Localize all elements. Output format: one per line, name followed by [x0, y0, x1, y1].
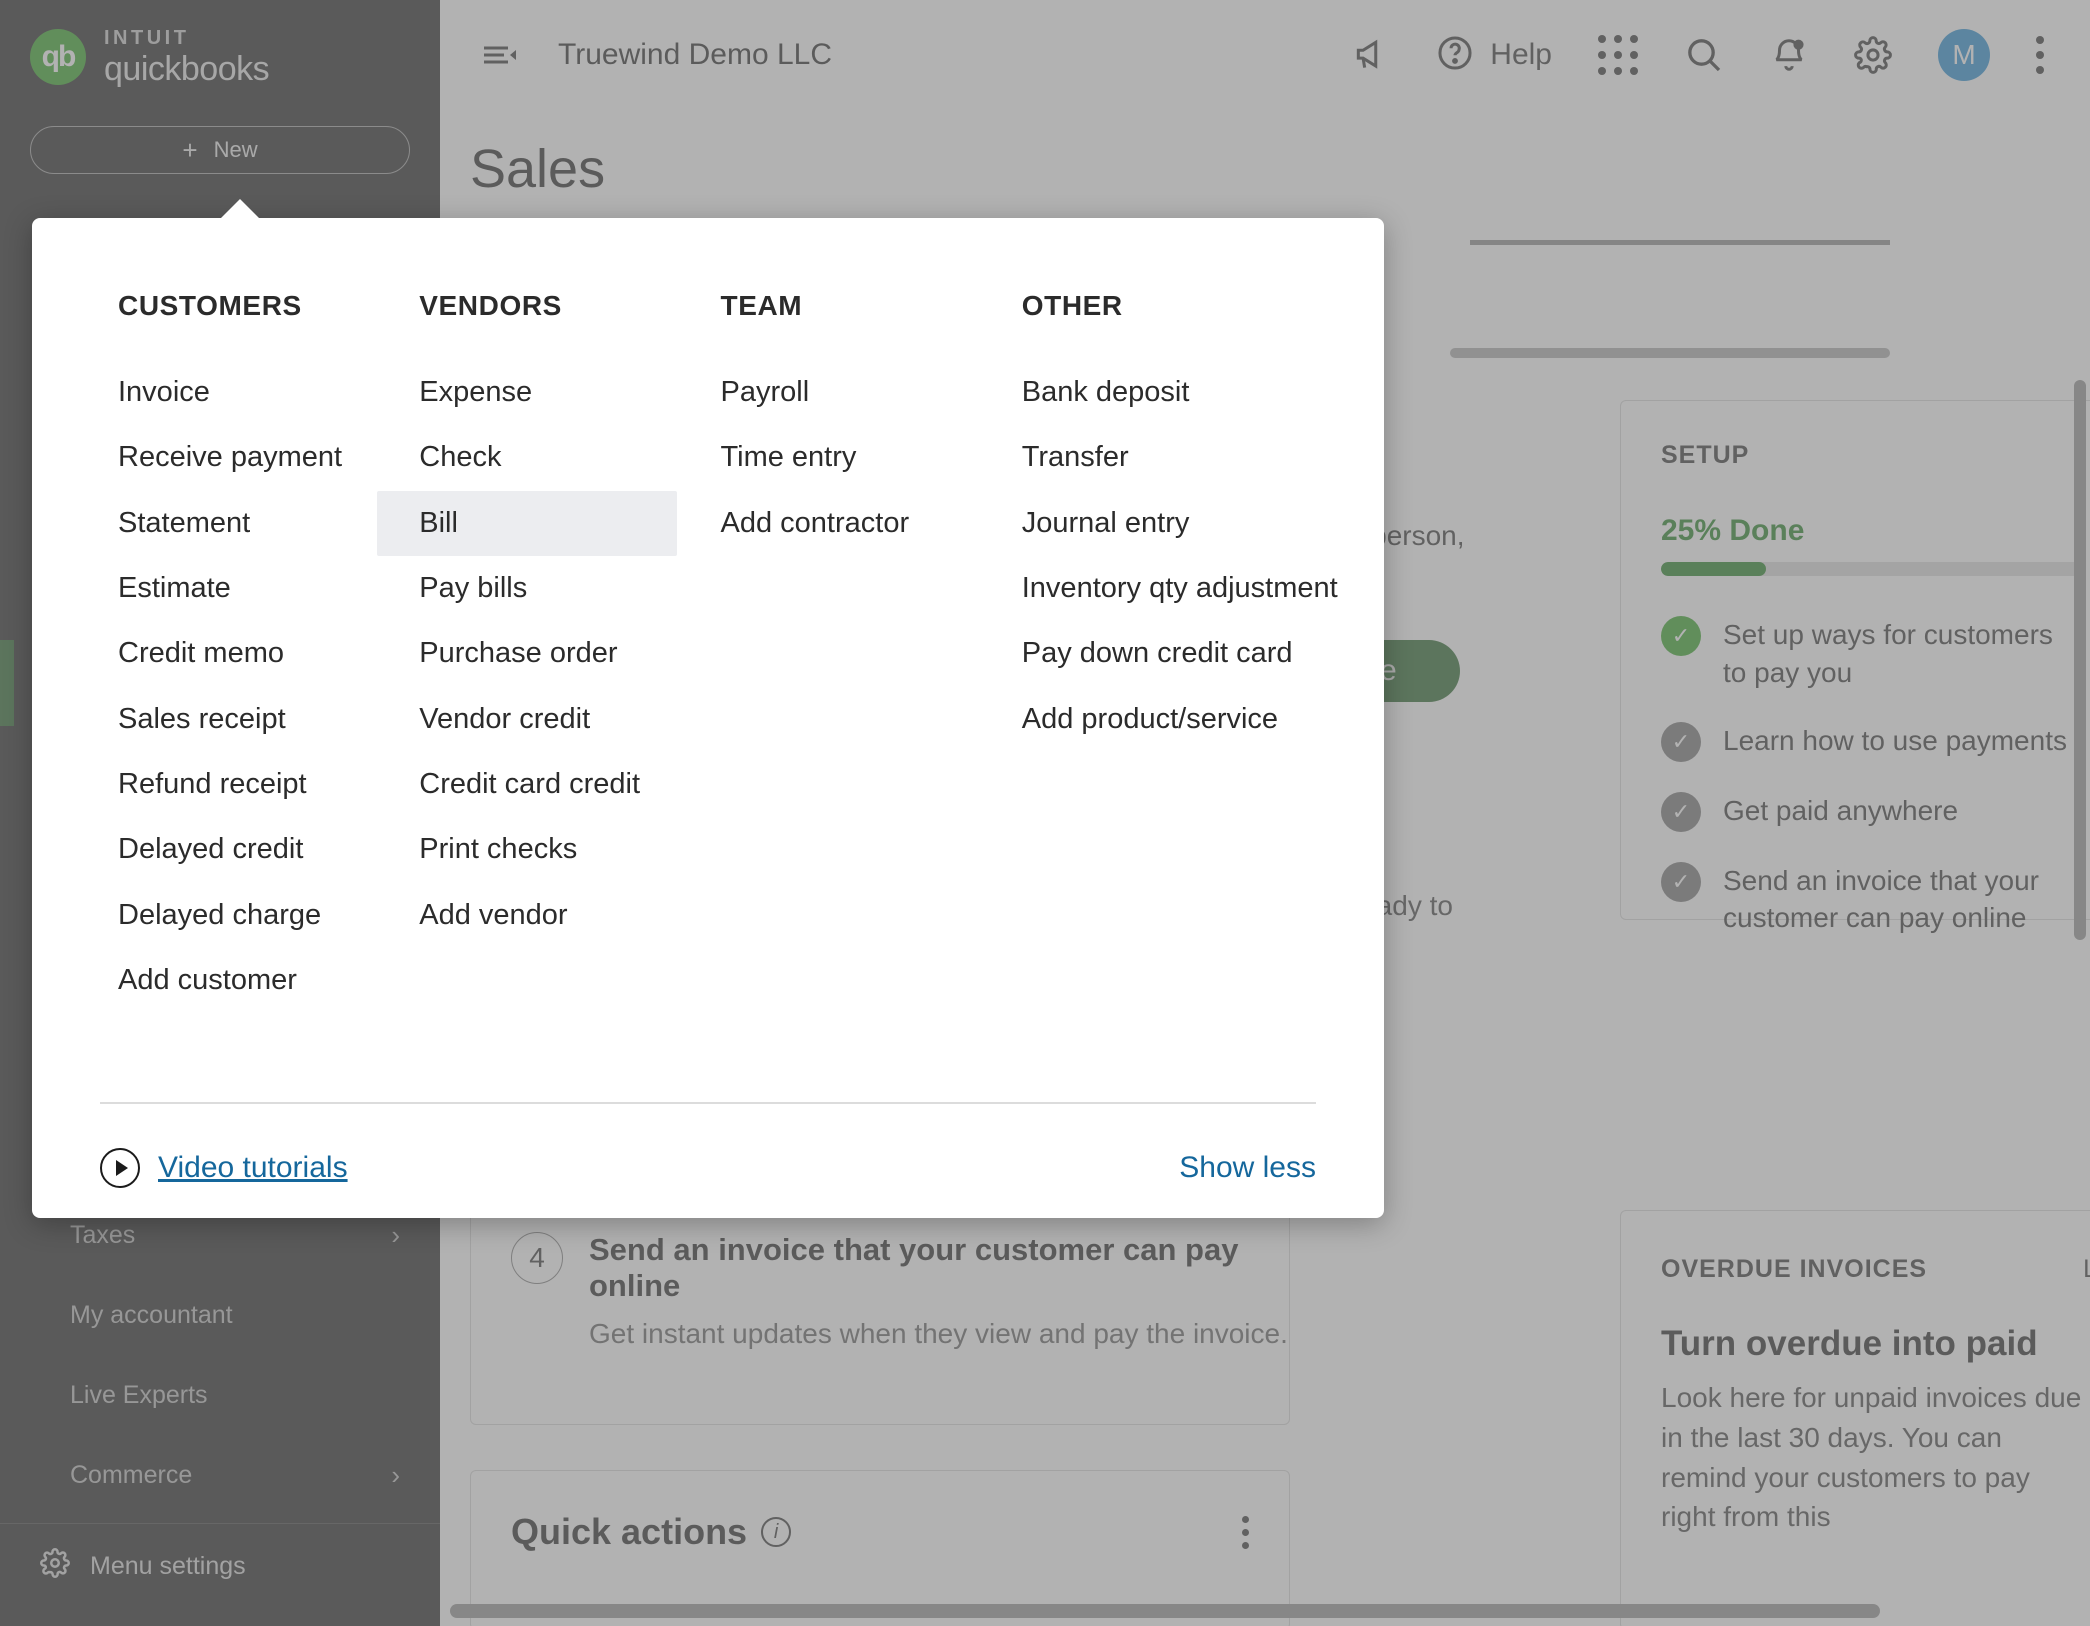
menu-item-vendor-credit[interactable]: Vendor credit — [419, 702, 591, 735]
menu-item-add-product-service[interactable]: Add product/service — [1021, 702, 1279, 735]
menu-item-pay-bills[interactable]: Pay bills — [419, 572, 528, 605]
show-less-button[interactable]: Show less — [1179, 1151, 1316, 1184]
menu-item-add-customer[interactable]: Add customer — [118, 964, 297, 997]
menu-item-statement[interactable]: Statement — [118, 506, 251, 539]
new-menu-popover: CUSTOMERS Invoice Receive payment Statem… — [32, 199, 1384, 1218]
column-heading: OTHER — [1021, 290, 1123, 321]
menu-item-payroll[interactable]: Payroll — [720, 376, 810, 408]
menu-item-add-contractor[interactable]: Add contractor — [720, 506, 910, 539]
menu-item-refund-receipt[interactable]: Refund receipt — [118, 768, 307, 801]
menu-item-receive-payment[interactable]: Receive payment — [118, 441, 343, 474]
column-heading: VENDORS — [419, 290, 562, 321]
popover-divider — [100, 1102, 1316, 1104]
popover-columns: CUSTOMERS Invoice Receive payment Statem… — [32, 218, 1384, 1013]
menu-item-time-entry[interactable]: Time entry — [720, 441, 857, 474]
play-circle-icon — [100, 1148, 140, 1188]
menu-item-check[interactable]: Check — [419, 441, 502, 474]
menu-item-delayed-credit[interactable]: Delayed credit — [118, 833, 304, 866]
column-heading: CUSTOMERS — [118, 290, 302, 321]
menu-item-credit-card-credit[interactable]: Credit card credit — [419, 768, 641, 801]
menu-item-print-checks[interactable]: Print checks — [419, 833, 578, 866]
menu-item-invoice[interactable]: Invoice — [118, 376, 210, 408]
video-tutorials-label: Video tutorials — [158, 1151, 348, 1184]
menu-item-delayed-charge[interactable]: Delayed charge — [118, 898, 322, 931]
menu-item-bill[interactable]: Bill — [377, 490, 678, 557]
column-heading: TEAM — [720, 290, 803, 321]
menu-item-estimate[interactable]: Estimate — [118, 572, 231, 605]
menu-item-journal-entry[interactable]: Journal entry — [1021, 506, 1190, 539]
menu-item-add-vendor[interactable]: Add vendor — [419, 898, 568, 931]
column-vendors: VENDORS Expense Check Bill Pay bills Pur… — [377, 290, 720, 1013]
popover-arrow — [220, 199, 260, 219]
menu-item-sales-receipt[interactable]: Sales receipt — [118, 702, 286, 735]
menu-item-purchase-order[interactable]: Purchase order — [419, 637, 618, 670]
column-team: TEAM Payroll Time entry Add contractor — [721, 290, 1022, 1013]
column-other: OTHER Bank deposit Transfer Journal entr… — [1022, 290, 1384, 1013]
popover-footer: Video tutorials Show less — [100, 1148, 1316, 1188]
menu-item-pay-down-credit-card[interactable]: Pay down credit card — [1021, 637, 1293, 670]
menu-item-credit-memo[interactable]: Credit memo — [118, 637, 284, 670]
menu-item-transfer[interactable]: Transfer — [1021, 441, 1129, 474]
menu-item-bank-deposit[interactable]: Bank deposit — [1021, 376, 1190, 408]
menu-item-inventory-qty-adjustment[interactable]: Inventory qty adjustment — [1021, 572, 1338, 605]
menu-item-expense[interactable]: Expense — [419, 376, 533, 408]
column-customers: CUSTOMERS Invoice Receive payment Statem… — [118, 290, 419, 1013]
video-tutorials-link[interactable]: Video tutorials — [100, 1148, 348, 1188]
